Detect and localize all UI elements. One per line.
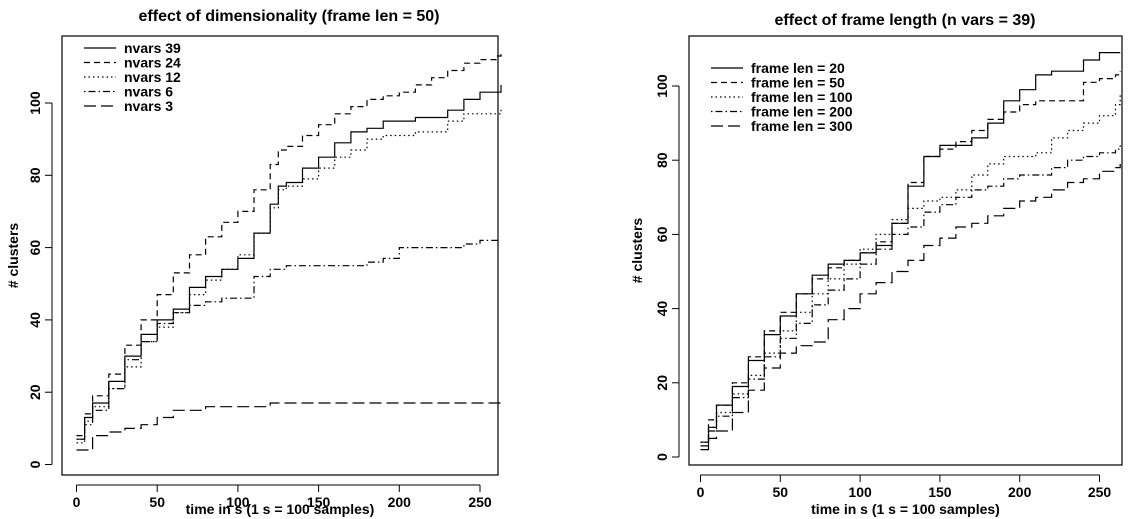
chart-1: effect of dimensionality (frame len = 50… bbox=[5, 8, 502, 517]
legend-label-1: nvars 39 bbox=[124, 40, 181, 56]
y-axis-label: # clusters bbox=[5, 223, 21, 289]
series-group bbox=[76, 52, 502, 451]
x-tick-label: 0 bbox=[697, 484, 705, 500]
x-axis-label: time in s (1 s = 100 samples) bbox=[811, 501, 1000, 517]
y-axis: 0 20 40 60 80 100 bbox=[654, 74, 680, 461]
series-line-3 bbox=[76, 106, 502, 444]
y-tick-label: 40 bbox=[654, 301, 670, 317]
x-tick-label: 250 bbox=[1088, 484, 1112, 500]
y-axis: 0 20 40 60 80 100 bbox=[27, 91, 53, 468]
chart-title: effect of frame length (n vars = 39) bbox=[775, 12, 1036, 29]
y-tick-label: 20 bbox=[27, 384, 43, 400]
y-tick-label: 60 bbox=[27, 240, 43, 256]
plot-frame bbox=[688, 35, 1123, 466]
x-tick-label: 150 bbox=[928, 484, 952, 500]
series-line-2 bbox=[76, 52, 502, 437]
legend-label-5: nvars 3 bbox=[124, 98, 173, 114]
series-line-1 bbox=[76, 84, 502, 440]
x-tick-label: 50 bbox=[149, 494, 165, 510]
x-tick-label: 50 bbox=[773, 484, 789, 500]
y-tick-label: 20 bbox=[654, 375, 670, 391]
chart-title: effect of dimensionality (frame len = 50… bbox=[139, 8, 440, 25]
y-tick-label: 80 bbox=[27, 167, 43, 183]
plot-frame bbox=[61, 35, 499, 476]
series-line-4 bbox=[76, 239, 501, 440]
x-tick-label: 0 bbox=[73, 494, 81, 510]
legend-label-2: frame len = 50 bbox=[751, 75, 845, 91]
x-axis: 0 50 100 150 200 250 bbox=[73, 484, 492, 510]
legend-label-3: nvars 12 bbox=[124, 69, 181, 85]
x-tick-label: 200 bbox=[388, 494, 412, 510]
y-tick-label: 60 bbox=[654, 226, 670, 242]
x-tick-label: 200 bbox=[1008, 484, 1032, 500]
y-tick-label: 0 bbox=[27, 460, 43, 468]
series-line-5 bbox=[700, 163, 1121, 451]
y-tick-label: 100 bbox=[654, 74, 670, 98]
y-tick-label: 40 bbox=[27, 312, 43, 328]
x-tick-label: 100 bbox=[226, 494, 250, 510]
x-tick-label: 100 bbox=[848, 484, 872, 500]
series-group bbox=[700, 52, 1121, 451]
y-axis-label: # clusters bbox=[629, 218, 645, 284]
y-tick-label: 80 bbox=[654, 152, 670, 168]
series-line-2 bbox=[700, 71, 1121, 443]
chart-2: effect of frame length (n vars = 39) 0 50 1… bbox=[629, 12, 1123, 517]
x-tick-label: 250 bbox=[468, 494, 492, 510]
legend-label-5: frame len = 300 bbox=[751, 118, 853, 134]
legend-label-3: frame len = 100 bbox=[751, 89, 853, 105]
y-tick-label: 100 bbox=[27, 91, 43, 115]
legend-label-2: nvars 24 bbox=[124, 55, 181, 71]
x-axis-label: time in s (1 s = 100 samples) bbox=[186, 501, 375, 517]
legend-label-1: frame len = 20 bbox=[751, 60, 845, 76]
x-axis: 0 50 100 150 200 250 bbox=[697, 474, 1112, 500]
legend-label-4: frame len = 200 bbox=[751, 104, 853, 120]
y-tick-label: 0 bbox=[654, 453, 670, 461]
legend-label-4: nvars 6 bbox=[124, 84, 173, 100]
x-tick-label: 150 bbox=[307, 494, 331, 510]
series-line-5 bbox=[76, 402, 501, 451]
